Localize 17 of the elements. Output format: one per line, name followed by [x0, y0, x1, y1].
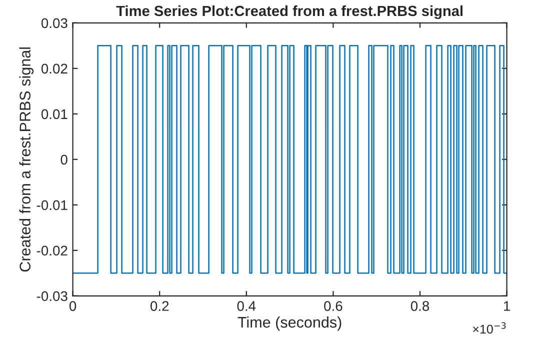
text: ×10$^{−3}$	[473, 322, 506, 334]
y-axis-title: Created from a frest.PRBS signal	[19, 47, 34, 272]
y-tick-label: -0.01	[36, 200, 68, 210]
chart-title: Time Series Plot:Created from a frest.PRBS signal	[116, 5, 462, 20]
x-tick-label: 0	[69, 301, 76, 311]
y-tick-label: -0.03	[36, 291, 68, 302]
x-tick-label: 0.4	[237, 301, 256, 311]
x-axis-title: Time (seconds)	[238, 316, 342, 331]
x-tick-label: 0.2	[150, 301, 169, 311]
y-tick-label: 0	[60, 154, 68, 165]
y-tick-label: 0.03	[41, 18, 68, 28]
x-tick-label: 1	[504, 301, 510, 311]
x-tick-label: 0.8	[410, 301, 430, 311]
y-tick-label: 0.02	[41, 64, 68, 74]
y-tick-label: -0.02	[36, 246, 68, 256]
x-tick-label: 0.6	[324, 301, 342, 311]
y-tick-label: 0.01	[41, 109, 68, 120]
